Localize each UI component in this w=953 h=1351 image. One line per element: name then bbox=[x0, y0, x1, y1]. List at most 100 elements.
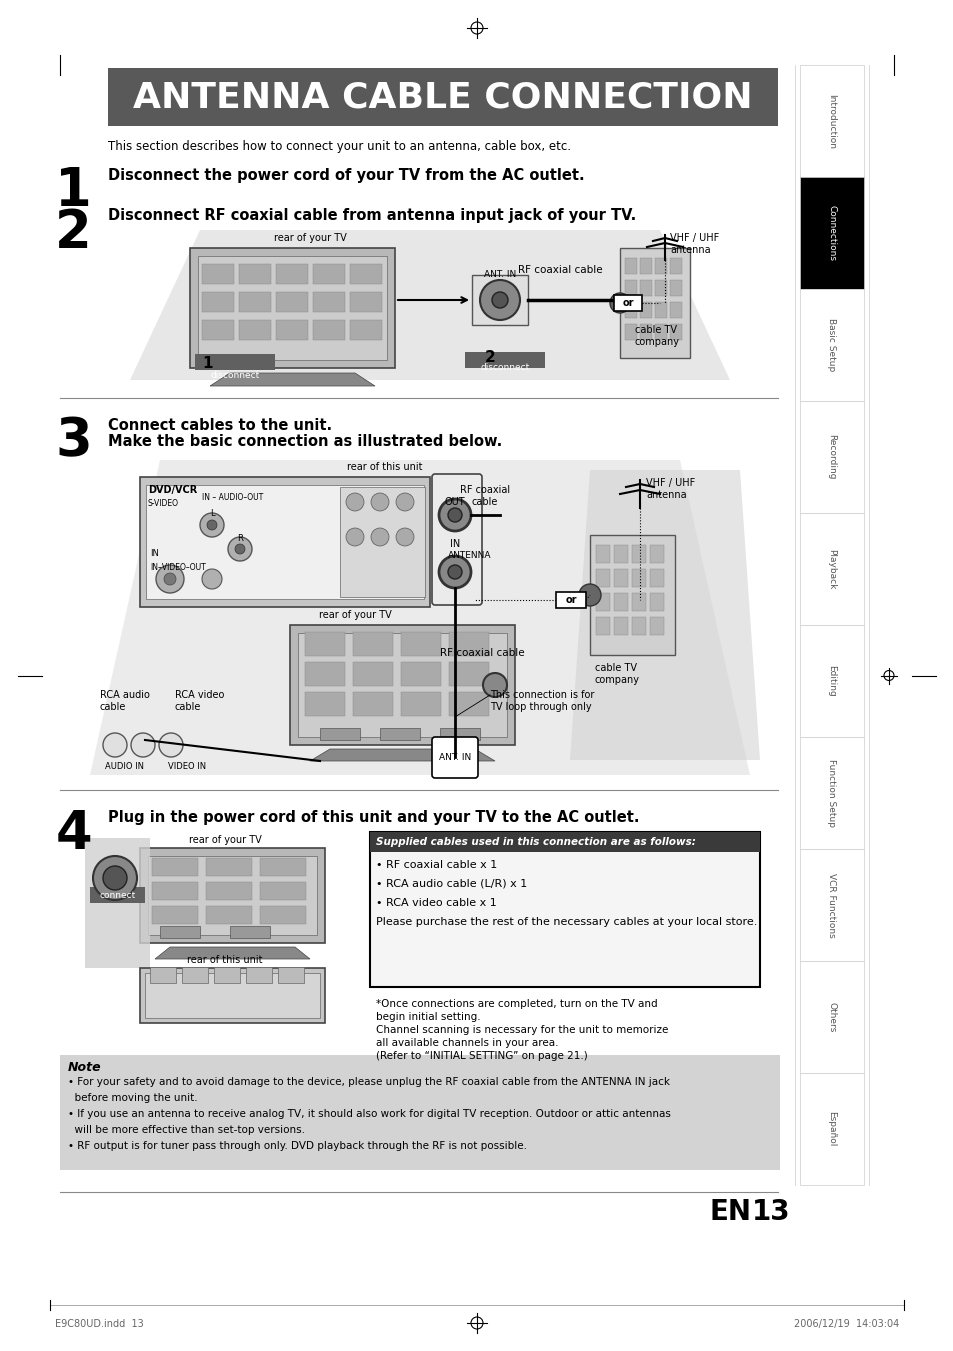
Bar bbox=[239, 320, 271, 340]
Circle shape bbox=[346, 528, 364, 546]
Bar bbox=[313, 320, 345, 340]
Bar bbox=[649, 593, 663, 611]
Text: Plug in the power cord of this unit and your TV to the AC outlet.: Plug in the power cord of this unit and … bbox=[108, 811, 639, 825]
Text: ANT. IN: ANT. IN bbox=[438, 754, 471, 762]
Text: VIDEO IN: VIDEO IN bbox=[168, 762, 206, 771]
Text: EN: EN bbox=[709, 1198, 751, 1225]
Text: or: or bbox=[565, 594, 577, 605]
Bar bbox=[260, 882, 306, 900]
Text: AUDIO IN: AUDIO IN bbox=[105, 762, 144, 771]
Bar bbox=[140, 848, 325, 943]
Bar bbox=[669, 258, 681, 274]
Bar bbox=[198, 255, 387, 359]
Bar bbox=[290, 626, 515, 744]
Bar bbox=[277, 967, 304, 984]
Circle shape bbox=[609, 293, 629, 313]
Text: VHF / UHF
antenna: VHF / UHF antenna bbox=[645, 478, 695, 500]
Text: • If you use an antenna to receive analog TV, it should also work for digital TV: • If you use an antenna to receive analo… bbox=[68, 1109, 670, 1119]
Text: IN: IN bbox=[450, 539, 459, 549]
Text: Disconnect RF coaxial cable from antenna input jack of your TV.: Disconnect RF coaxial cable from antenna… bbox=[108, 208, 636, 223]
Bar bbox=[339, 486, 424, 597]
Bar bbox=[275, 320, 308, 340]
Circle shape bbox=[200, 513, 224, 536]
Text: IN – AUDIO–OUT: IN – AUDIO–OUT bbox=[202, 493, 263, 503]
Text: Introduction: Introduction bbox=[826, 93, 836, 149]
Polygon shape bbox=[569, 470, 760, 761]
Text: • RCA audio cable (L/R) x 1: • RCA audio cable (L/R) x 1 bbox=[375, 880, 527, 889]
Bar bbox=[649, 569, 663, 586]
Bar bbox=[152, 858, 198, 875]
Text: • RF output is for tuner pass through only. DVD playback through the RF is not p: • RF output is for tuner pass through on… bbox=[68, 1142, 526, 1151]
Bar bbox=[800, 289, 863, 401]
Polygon shape bbox=[130, 230, 729, 380]
Bar bbox=[202, 263, 233, 284]
Text: • RCA video cable x 1: • RCA video cable x 1 bbox=[375, 898, 497, 908]
Bar bbox=[449, 662, 489, 686]
Text: Connections: Connections bbox=[826, 205, 836, 261]
Text: Note: Note bbox=[68, 1061, 102, 1074]
Bar bbox=[370, 832, 760, 852]
Text: Connect cables to the unit.: Connect cables to the unit. bbox=[108, 417, 332, 434]
Bar bbox=[649, 544, 663, 563]
Bar bbox=[624, 258, 637, 274]
Text: will be more effective than set-top versions.: will be more effective than set-top vers… bbox=[68, 1125, 305, 1135]
Text: This connection is for
TV loop through only: This connection is for TV loop through o… bbox=[490, 690, 594, 712]
Bar bbox=[800, 401, 863, 513]
Text: 13: 13 bbox=[751, 1198, 790, 1225]
Bar bbox=[305, 662, 345, 686]
Bar bbox=[800, 738, 863, 848]
Bar bbox=[631, 544, 645, 563]
Bar bbox=[449, 692, 489, 716]
Polygon shape bbox=[310, 748, 495, 761]
Text: Function Setup: Function Setup bbox=[826, 759, 836, 827]
Bar bbox=[400, 692, 440, 716]
Bar bbox=[589, 535, 675, 655]
Text: cable TV
company: cable TV company bbox=[595, 663, 639, 685]
Circle shape bbox=[103, 866, 127, 890]
Bar bbox=[596, 617, 609, 635]
Circle shape bbox=[479, 280, 519, 320]
Text: 3: 3 bbox=[55, 415, 91, 467]
Circle shape bbox=[207, 520, 216, 530]
Text: Español: Español bbox=[826, 1112, 836, 1147]
Bar bbox=[379, 728, 419, 740]
Bar bbox=[190, 249, 395, 367]
Bar bbox=[239, 263, 271, 284]
Text: disconnect: disconnect bbox=[480, 363, 529, 373]
Bar bbox=[669, 303, 681, 317]
Circle shape bbox=[438, 499, 471, 531]
Bar bbox=[148, 857, 316, 935]
Bar bbox=[464, 353, 544, 367]
Bar bbox=[353, 692, 393, 716]
Bar bbox=[202, 292, 233, 312]
Text: ANTENNA CABLE CONNECTION: ANTENNA CABLE CONNECTION bbox=[133, 80, 752, 113]
Circle shape bbox=[159, 734, 183, 757]
Text: Disconnect the power cord of your TV from the AC outlet.: Disconnect the power cord of your TV fro… bbox=[108, 168, 584, 182]
Bar bbox=[90, 888, 145, 902]
Bar bbox=[152, 882, 198, 900]
Circle shape bbox=[228, 536, 252, 561]
Polygon shape bbox=[154, 947, 310, 959]
Text: Others: Others bbox=[826, 1002, 836, 1032]
Bar bbox=[596, 569, 609, 586]
Text: IN–VIDEO–OUT: IN–VIDEO–OUT bbox=[150, 563, 206, 571]
Bar bbox=[800, 177, 863, 289]
Text: Please purchase the rest of the necessary cables at your local store.: Please purchase the rest of the necessar… bbox=[375, 917, 757, 927]
Bar bbox=[353, 662, 393, 686]
Text: E9C80UD.indd  13: E9C80UD.indd 13 bbox=[55, 1319, 144, 1329]
Bar bbox=[624, 324, 637, 340]
Bar bbox=[631, 617, 645, 635]
Bar bbox=[260, 858, 306, 875]
Bar bbox=[353, 632, 393, 657]
Text: Channel scanning is necessary for the unit to memorize: Channel scanning is necessary for the un… bbox=[375, 1025, 668, 1035]
Bar bbox=[624, 280, 637, 296]
Text: RF coaxial cable: RF coaxial cable bbox=[439, 648, 524, 658]
Polygon shape bbox=[90, 459, 749, 775]
Circle shape bbox=[164, 573, 175, 585]
Text: rear of this unit: rear of this unit bbox=[187, 955, 262, 965]
Bar bbox=[146, 485, 423, 598]
Text: or: or bbox=[621, 299, 633, 308]
Text: rear of your TV: rear of your TV bbox=[189, 835, 261, 844]
Bar bbox=[230, 925, 270, 938]
Bar bbox=[649, 617, 663, 635]
